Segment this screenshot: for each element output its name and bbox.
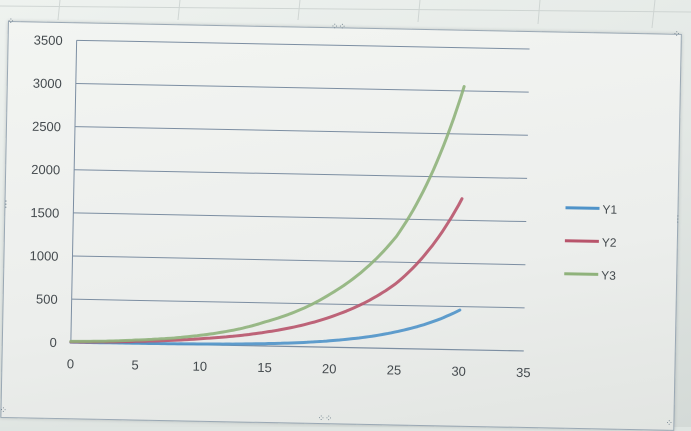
legend[interactable]: Y1 Y2 Y3 (564, 202, 618, 283)
series-line-y3 (69, 85, 466, 343)
gridline-y-500 (71, 298, 525, 309)
x-tick-label: 10 (192, 359, 207, 374)
y-tick-label: 3000 (33, 76, 62, 92)
gridline-y-1000 (72, 255, 526, 266)
legend-swatch-y2 (564, 239, 599, 243)
gridline-y-2000 (74, 169, 528, 179)
series-lines (69, 85, 466, 346)
x-tick-label: 25 (387, 362, 402, 377)
gridline-y-3500 (76, 39, 530, 50)
y-axis-line (70, 40, 78, 343)
y-tick-label: 2500 (32, 119, 61, 135)
gridline-y-2500 (74, 126, 528, 136)
legend-label-y1: Y1 (602, 202, 617, 216)
gridline-y-3000 (75, 82, 529, 93)
x-axis-tick-labels: 0 5 10 15 20 25 30 35 (67, 356, 531, 380)
gridlines (71, 39, 530, 309)
legend-swatch-y1 (565, 206, 600, 210)
x-tick-label: 5 (131, 357, 139, 372)
y-tick-label: 3500 (34, 32, 63, 48)
y-tick-label: 500 (36, 291, 58, 306)
legend-label-y2: Y2 (602, 235, 617, 249)
y-tick-label: 1000 (29, 248, 58, 264)
series-line-y1 (69, 308, 462, 346)
y-tick-label: 1500 (30, 205, 59, 221)
x-tick-label: 30 (451, 364, 466, 379)
series-line-y2 (69, 197, 464, 344)
x-tick-label: 0 (67, 356, 75, 371)
y-tick-label: 2000 (31, 162, 60, 178)
line-chart: 0 500 1000 1500 2000 2500 3000 3500 0 5 10 15 20 25 3… (29, 32, 618, 380)
y-tick-label: 0 (49, 335, 57, 350)
x-tick-label: 15 (257, 360, 272, 375)
x-tick-label: 35 (516, 365, 531, 380)
y-axis-tick-labels: 0 500 1000 1500 2000 2500 3000 3500 (29, 32, 63, 350)
legend-label-y3: Y3 (601, 268, 616, 282)
x-tick-label: 20 (322, 361, 337, 376)
chart-object[interactable]: ⁘ ⁘⁘ ⁘ ⋮ ⋮ ⁘ ⁘⁘ ⁘ 0 500 1000 1500 2000 2500 30… (0, 16, 682, 431)
axes (70, 40, 524, 352)
gridline-y-1500 (73, 212, 527, 223)
legend-swatch-y3 (564, 272, 599, 276)
